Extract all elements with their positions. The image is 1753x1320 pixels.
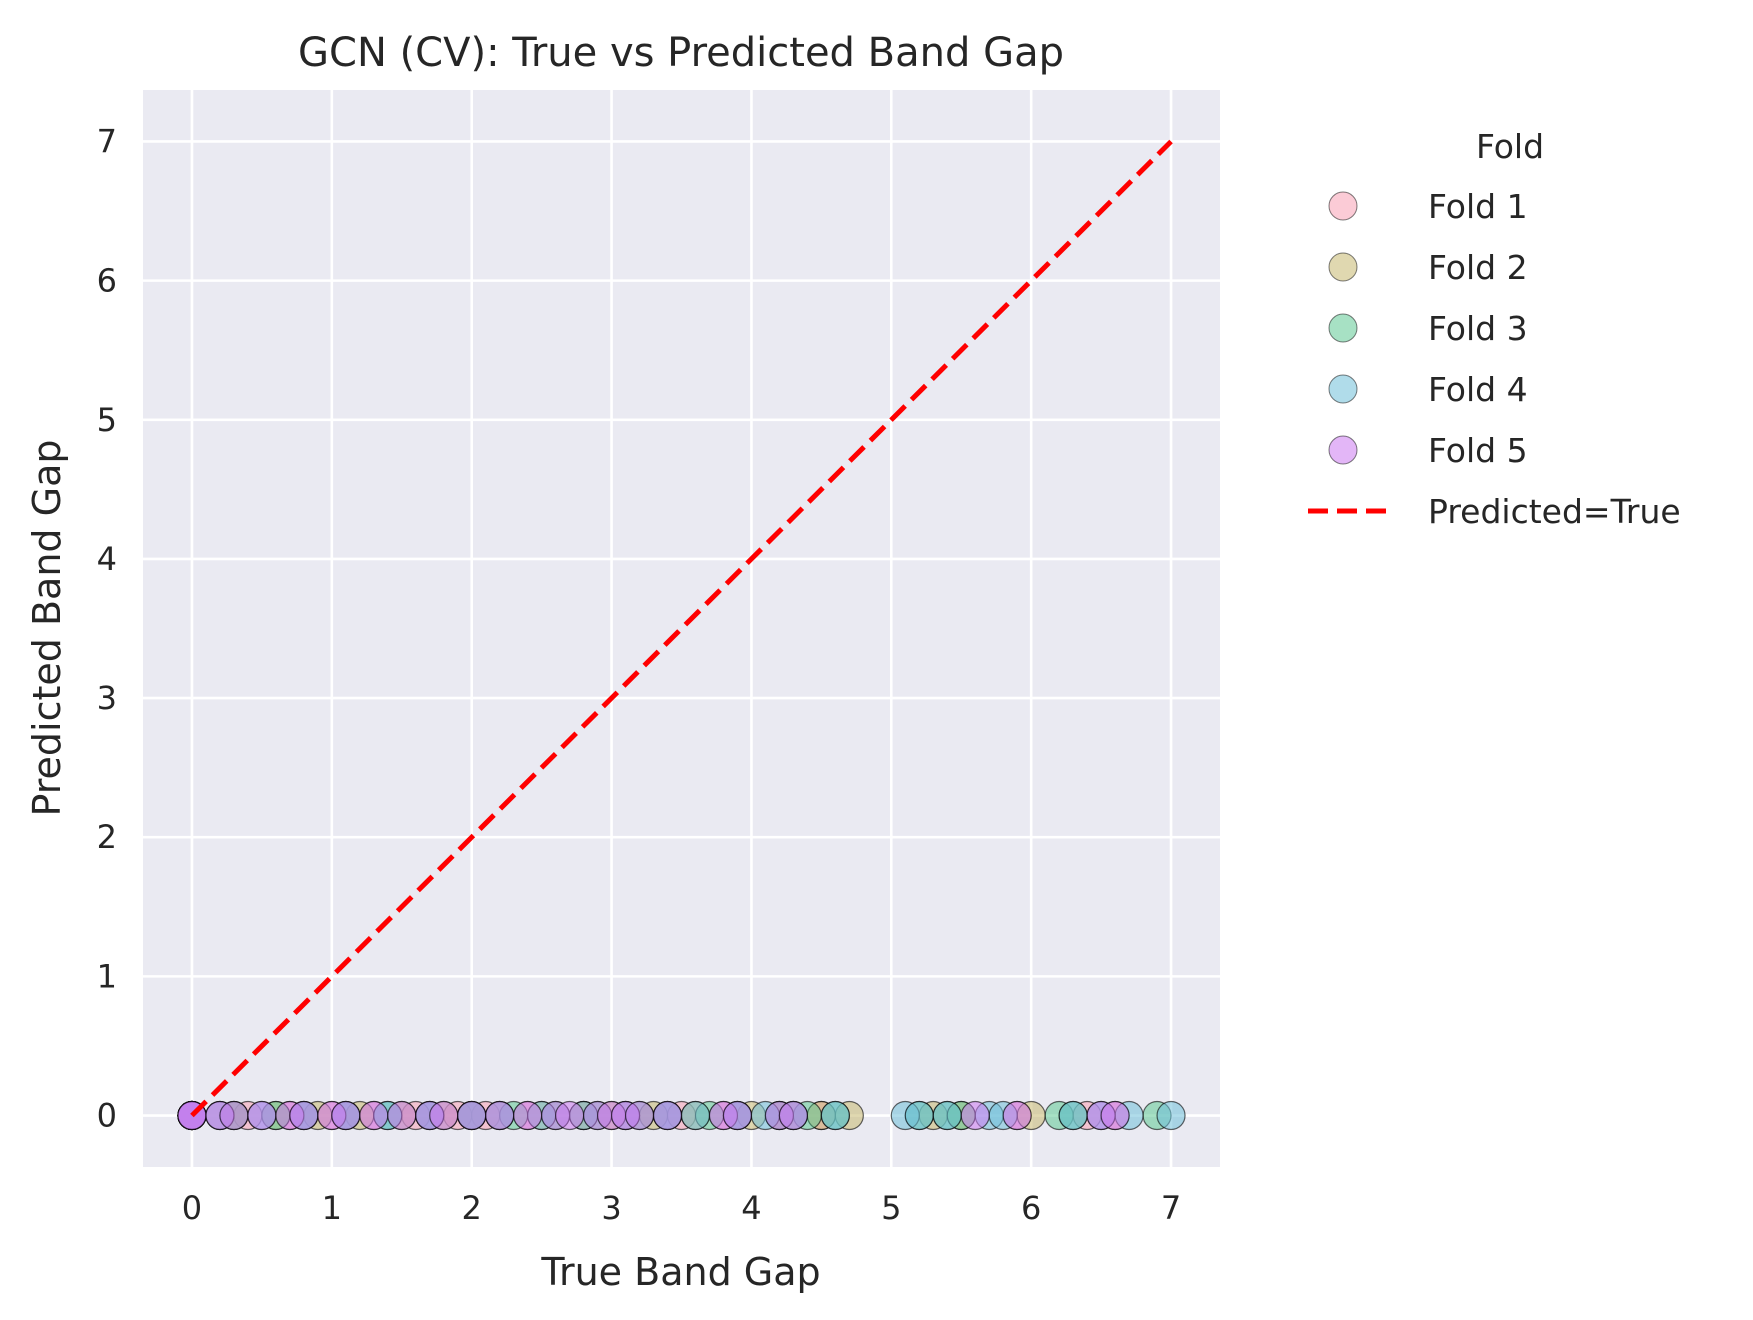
legend-label-fold-3: Fold 3 [1428,309,1528,348]
data-point [359,1100,389,1131]
data-point [960,1100,990,1131]
data-point [932,1100,962,1131]
legend-marker-fold-4 [1328,374,1358,404]
data-point [219,1100,249,1131]
data-point [485,1100,515,1131]
legend-label-fold-1: Fold 1 [1428,187,1528,226]
data-point [247,1100,277,1131]
data-point [778,1100,808,1131]
y-tick-label: 6 [97,262,117,300]
data-point [1100,1100,1130,1131]
x-tick-label: 0 [182,1189,202,1227]
y-tick-label: 1 [97,957,117,995]
data-point [331,1100,361,1131]
data-point [904,1100,934,1131]
x-tick-label: 2 [462,1189,482,1227]
y-tick-label: 2 [97,818,117,856]
legend-label-fold-4: Fold 4 [1428,370,1528,409]
data-point [680,1100,711,1131]
data-point [555,1100,585,1131]
legend-marker-fold-3 [1328,313,1358,343]
data-point [513,1100,543,1131]
legend-label-fold-2: Fold 2 [1428,248,1528,287]
data-point [652,1100,683,1131]
y-tick-label: 0 [97,1097,117,1135]
y-tick-label: 5 [97,401,117,439]
data-point [289,1100,319,1131]
data-point [722,1100,753,1131]
data-point [1002,1100,1032,1131]
data-point [624,1100,655,1131]
reference-line-predicted-equals-true [190,139,1173,1118]
data-point [1058,1100,1088,1131]
legend-marker-fold-2 [1328,252,1358,282]
chart-title: GCN (CV): True vs Predicted Band Gap [298,30,1064,76]
x-tick-label: 1 [322,1189,342,1227]
plot-area: 0 1 2 3 4 5 6 7 0 1 2 3 4 5 6 7 [97,90,1220,1227]
legend-label-fold-5: Fold 5 [1428,431,1528,470]
data-point [387,1100,417,1131]
x-tick-label: 7 [1161,1189,1181,1227]
x-tick-label: 3 [601,1189,621,1227]
data-point [1156,1100,1186,1131]
series-5 [177,1100,1130,1131]
data-point [429,1100,459,1131]
legend: Fold Fold 1 Fold 2 Fold 3 Fold 4 Fold 5 Predi… [1308,127,1681,531]
data-point [457,1100,487,1131]
legend-label-reference-line: Predicted=True [1428,492,1681,531]
data-point [820,1100,850,1131]
y-tick-label: 3 [97,679,117,717]
x-tick-label: 5 [881,1189,901,1227]
x-tick-label: 6 [1021,1189,1041,1227]
legend-marker-fold-1 [1328,191,1358,221]
legend-title: Fold [1476,127,1544,166]
x-axis-label: True Band Gap [540,1250,820,1294]
y-axis-label: Predicted Band Gap [25,440,69,817]
legend-marker-fold-5 [1328,435,1358,465]
x-tick-label: 4 [741,1189,761,1227]
y-tick-label: 7 [97,122,117,160]
y-tick-label: 4 [97,540,117,578]
